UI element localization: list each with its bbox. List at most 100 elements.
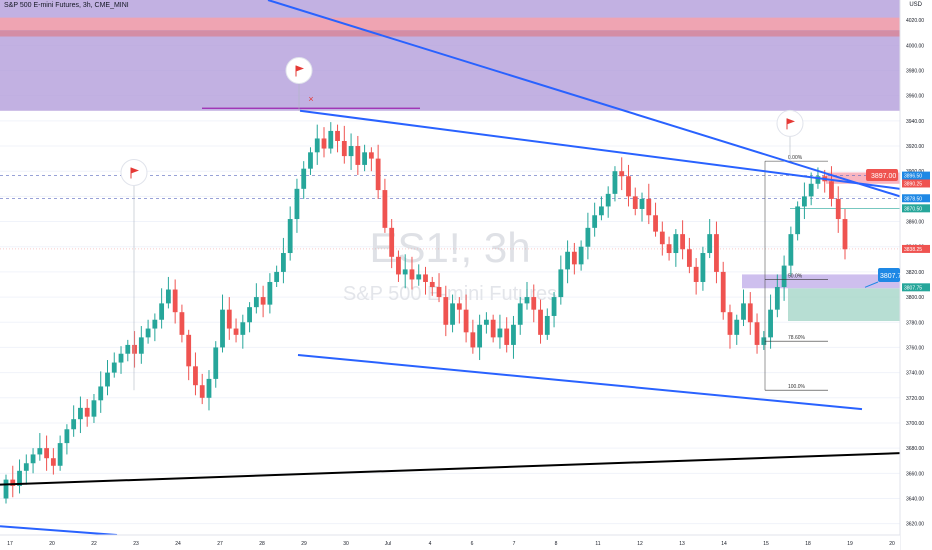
candle-body [585, 227, 591, 247]
candle-body [233, 328, 239, 335]
candle-body [240, 322, 246, 335]
candle-body [497, 328, 503, 338]
price-label-bg [902, 171, 930, 180]
candle-body [247, 307, 252, 323]
candle-body [504, 328, 510, 345]
candle-body [680, 234, 686, 250]
candle-body [646, 198, 652, 216]
flag-icon [787, 118, 795, 125]
candle-body [700, 253, 706, 282]
candle-body [829, 181, 834, 199]
price-tick-label: 3860.00 [906, 220, 924, 226]
candle-body [409, 269, 415, 280]
candle-body [328, 130, 334, 149]
candle-body [260, 297, 266, 305]
time-tick-label: 29 [301, 541, 307, 547]
candle-body [795, 206, 801, 235]
candle-body [375, 158, 381, 191]
candle-body [274, 271, 280, 282]
demand-zone [788, 288, 900, 321]
candle-body [761, 337, 767, 345]
candle-body [226, 309, 232, 329]
time-tick-label: Jul [385, 541, 391, 547]
price-tick-label: 3740.00 [906, 371, 924, 377]
candle-body [213, 347, 219, 379]
time-tick-label: 15 [763, 541, 769, 547]
price-tick-label: 3820.00 [906, 270, 924, 276]
candle-body [91, 400, 97, 417]
cross-marker: × [308, 94, 313, 104]
candle-body [294, 188, 300, 220]
candle-body [132, 344, 137, 354]
candle-body [37, 448, 43, 455]
candle-body [348, 146, 354, 157]
candle-body [470, 332, 476, 348]
candle-body [402, 269, 408, 275]
candle-body [105, 372, 110, 387]
price-tick-label: 3760.00 [906, 345, 924, 351]
price-tick-label: 3700.00 [906, 421, 924, 427]
price-label-bg [902, 194, 930, 203]
candle-body [619, 171, 625, 177]
candle-body [605, 193, 611, 207]
candle-body [578, 246, 584, 265]
candle-body [50, 458, 56, 466]
price-tick-label: 3680.00 [906, 446, 924, 452]
time-tick-label: 22 [91, 541, 97, 547]
price-label: 3896.50 [904, 174, 922, 180]
time-tick-label: 13 [679, 541, 685, 547]
price-tick-label: 3780.00 [906, 320, 924, 326]
candle-body [78, 407, 83, 420]
candle-body [118, 353, 124, 363]
time-tick-label: 7 [513, 541, 516, 547]
candle-body [314, 138, 320, 153]
candle-body [565, 251, 570, 270]
candle-body [138, 337, 144, 354]
candle-body [599, 206, 604, 216]
candle-body [199, 385, 205, 398]
candle-body [639, 198, 645, 209]
time-tick-label: 4 [429, 541, 432, 547]
candle-body [308, 152, 313, 169]
price-label-bg [902, 283, 930, 292]
candle-body [612, 171, 618, 194]
callout-pointer [864, 281, 879, 288]
candle-body [707, 234, 713, 254]
candle-body [802, 196, 807, 207]
candle-body [463, 309, 469, 333]
candle-body [741, 303, 746, 320]
callout-bg [878, 268, 900, 282]
time-tick-label: 28 [259, 541, 265, 547]
candle-body [720, 271, 726, 313]
time-axis [0, 535, 900, 550]
candle-body [287, 219, 293, 254]
candle-body [321, 138, 327, 149]
fib-zone [742, 274, 900, 289]
candle-body [423, 274, 428, 282]
candle-body [368, 152, 374, 159]
candle-body [538, 309, 543, 335]
price-label-bg [902, 204, 930, 213]
candle-body [653, 215, 658, 232]
time-tick-label: 14 [721, 541, 727, 547]
time-tick-label: 30 [343, 541, 349, 547]
price-label: 3870.50 [904, 206, 922, 212]
candle-body [125, 344, 131, 354]
candle-body [517, 303, 523, 325]
price-tick-label: 3920.00 [906, 144, 924, 150]
candle-body [253, 297, 259, 308]
time-tick-label: 8 [555, 541, 558, 547]
candle-body [389, 227, 395, 257]
candle-body [84, 407, 90, 417]
candle-body [815, 176, 821, 184]
candle-body [808, 183, 814, 197]
price-tick-label: 3720.00 [906, 396, 924, 402]
candle-body [98, 386, 104, 401]
price-tick-label: 4000.00 [906, 43, 924, 49]
channel-top-line [299, 109, 901, 190]
candle-body [626, 176, 631, 197]
candle-body [693, 266, 699, 282]
price-label-bg [902, 179, 930, 188]
candle-body [179, 312, 185, 335]
